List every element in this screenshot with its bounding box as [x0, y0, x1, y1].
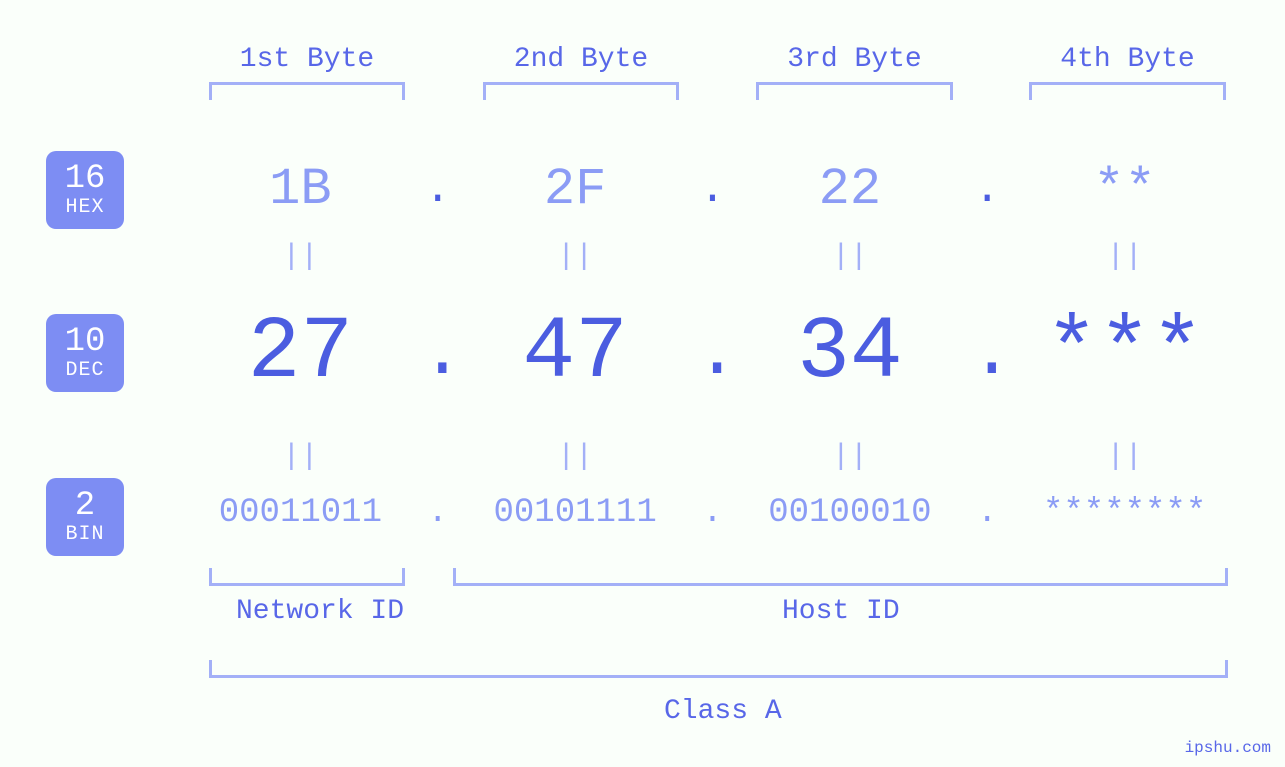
top-bracket-2	[483, 82, 679, 100]
badge-hex-num: 16	[65, 162, 106, 198]
badge-bin-num: 2	[75, 489, 95, 525]
hex-byte-2: 2F	[455, 160, 696, 219]
host-bracket	[453, 568, 1228, 586]
byte-header-3: 3rd Byte	[756, 44, 953, 75]
top-bracket-4	[1029, 82, 1226, 100]
bin-byte-1: 00011011	[180, 494, 421, 532]
dec-dot-3: .	[970, 313, 1004, 395]
eq-2-1: ||	[180, 440, 421, 474]
hex-dot-2: .	[696, 165, 730, 215]
class-label: Class A	[664, 696, 782, 727]
hex-dot-3: .	[970, 165, 1004, 215]
dec-byte-3: 34	[730, 304, 971, 403]
bin-byte-2: 00101111	[455, 494, 696, 532]
byte-header-2: 2nd Byte	[483, 44, 679, 75]
byte-header-4: 4th Byte	[1029, 44, 1226, 75]
dec-row: 27 . 47 . 34 . ***	[180, 304, 1245, 403]
badge-hex-label: HEX	[65, 197, 104, 218]
host-id-label: Host ID	[782, 596, 900, 627]
bin-byte-3: 00100010	[730, 494, 971, 532]
eq-1-4: ||	[1004, 240, 1245, 274]
bin-dot-2: .	[696, 494, 730, 532]
dec-dot-2: .	[696, 313, 730, 395]
badge-dec-label: DEC	[65, 360, 104, 381]
eq-row-1: || || || ||	[180, 240, 1245, 274]
badge-dec-num: 10	[65, 325, 106, 361]
hex-byte-3: 22	[730, 160, 971, 219]
network-id-label: Network ID	[236, 596, 404, 627]
hex-dot-1: .	[421, 165, 455, 215]
bin-row: 00011011 . 00101111 . 00100010 . *******…	[180, 494, 1245, 532]
bin-byte-4: ********	[1004, 494, 1245, 532]
network-bracket	[209, 568, 405, 586]
hex-byte-1: 1B	[180, 160, 421, 219]
badge-hex: 16 HEX	[46, 151, 124, 229]
watermark: ipshu.com	[1185, 739, 1271, 757]
eq-2-2: ||	[455, 440, 696, 474]
top-bracket-3	[756, 82, 953, 100]
badge-dec: 10 DEC	[46, 314, 124, 392]
dec-dot-1: .	[421, 313, 455, 395]
hex-byte-4: **	[1004, 160, 1245, 219]
dec-byte-1: 27	[180, 304, 421, 403]
bin-dot-1: .	[421, 494, 455, 532]
eq-2-3: ||	[730, 440, 971, 474]
dec-byte-2: 47	[455, 304, 696, 403]
eq-1-2: ||	[455, 240, 696, 274]
eq-1-1: ||	[180, 240, 421, 274]
byte-header-1: 1st Byte	[209, 44, 405, 75]
badge-bin: 2 BIN	[46, 478, 124, 556]
dec-byte-4: ***	[1004, 304, 1245, 403]
hex-row: 1B . 2F . 22 . **	[180, 160, 1245, 219]
bin-dot-3: .	[970, 494, 1004, 532]
class-bracket	[209, 660, 1228, 678]
ip-byte-diagram: 1st Byte 2nd Byte 3rd Byte 4th Byte 16 H…	[0, 0, 1285, 767]
eq-row-2: || || || ||	[180, 440, 1245, 474]
eq-2-4: ||	[1004, 440, 1245, 474]
eq-1-3: ||	[730, 240, 971, 274]
top-bracket-1	[209, 82, 405, 100]
badge-bin-label: BIN	[65, 524, 104, 545]
